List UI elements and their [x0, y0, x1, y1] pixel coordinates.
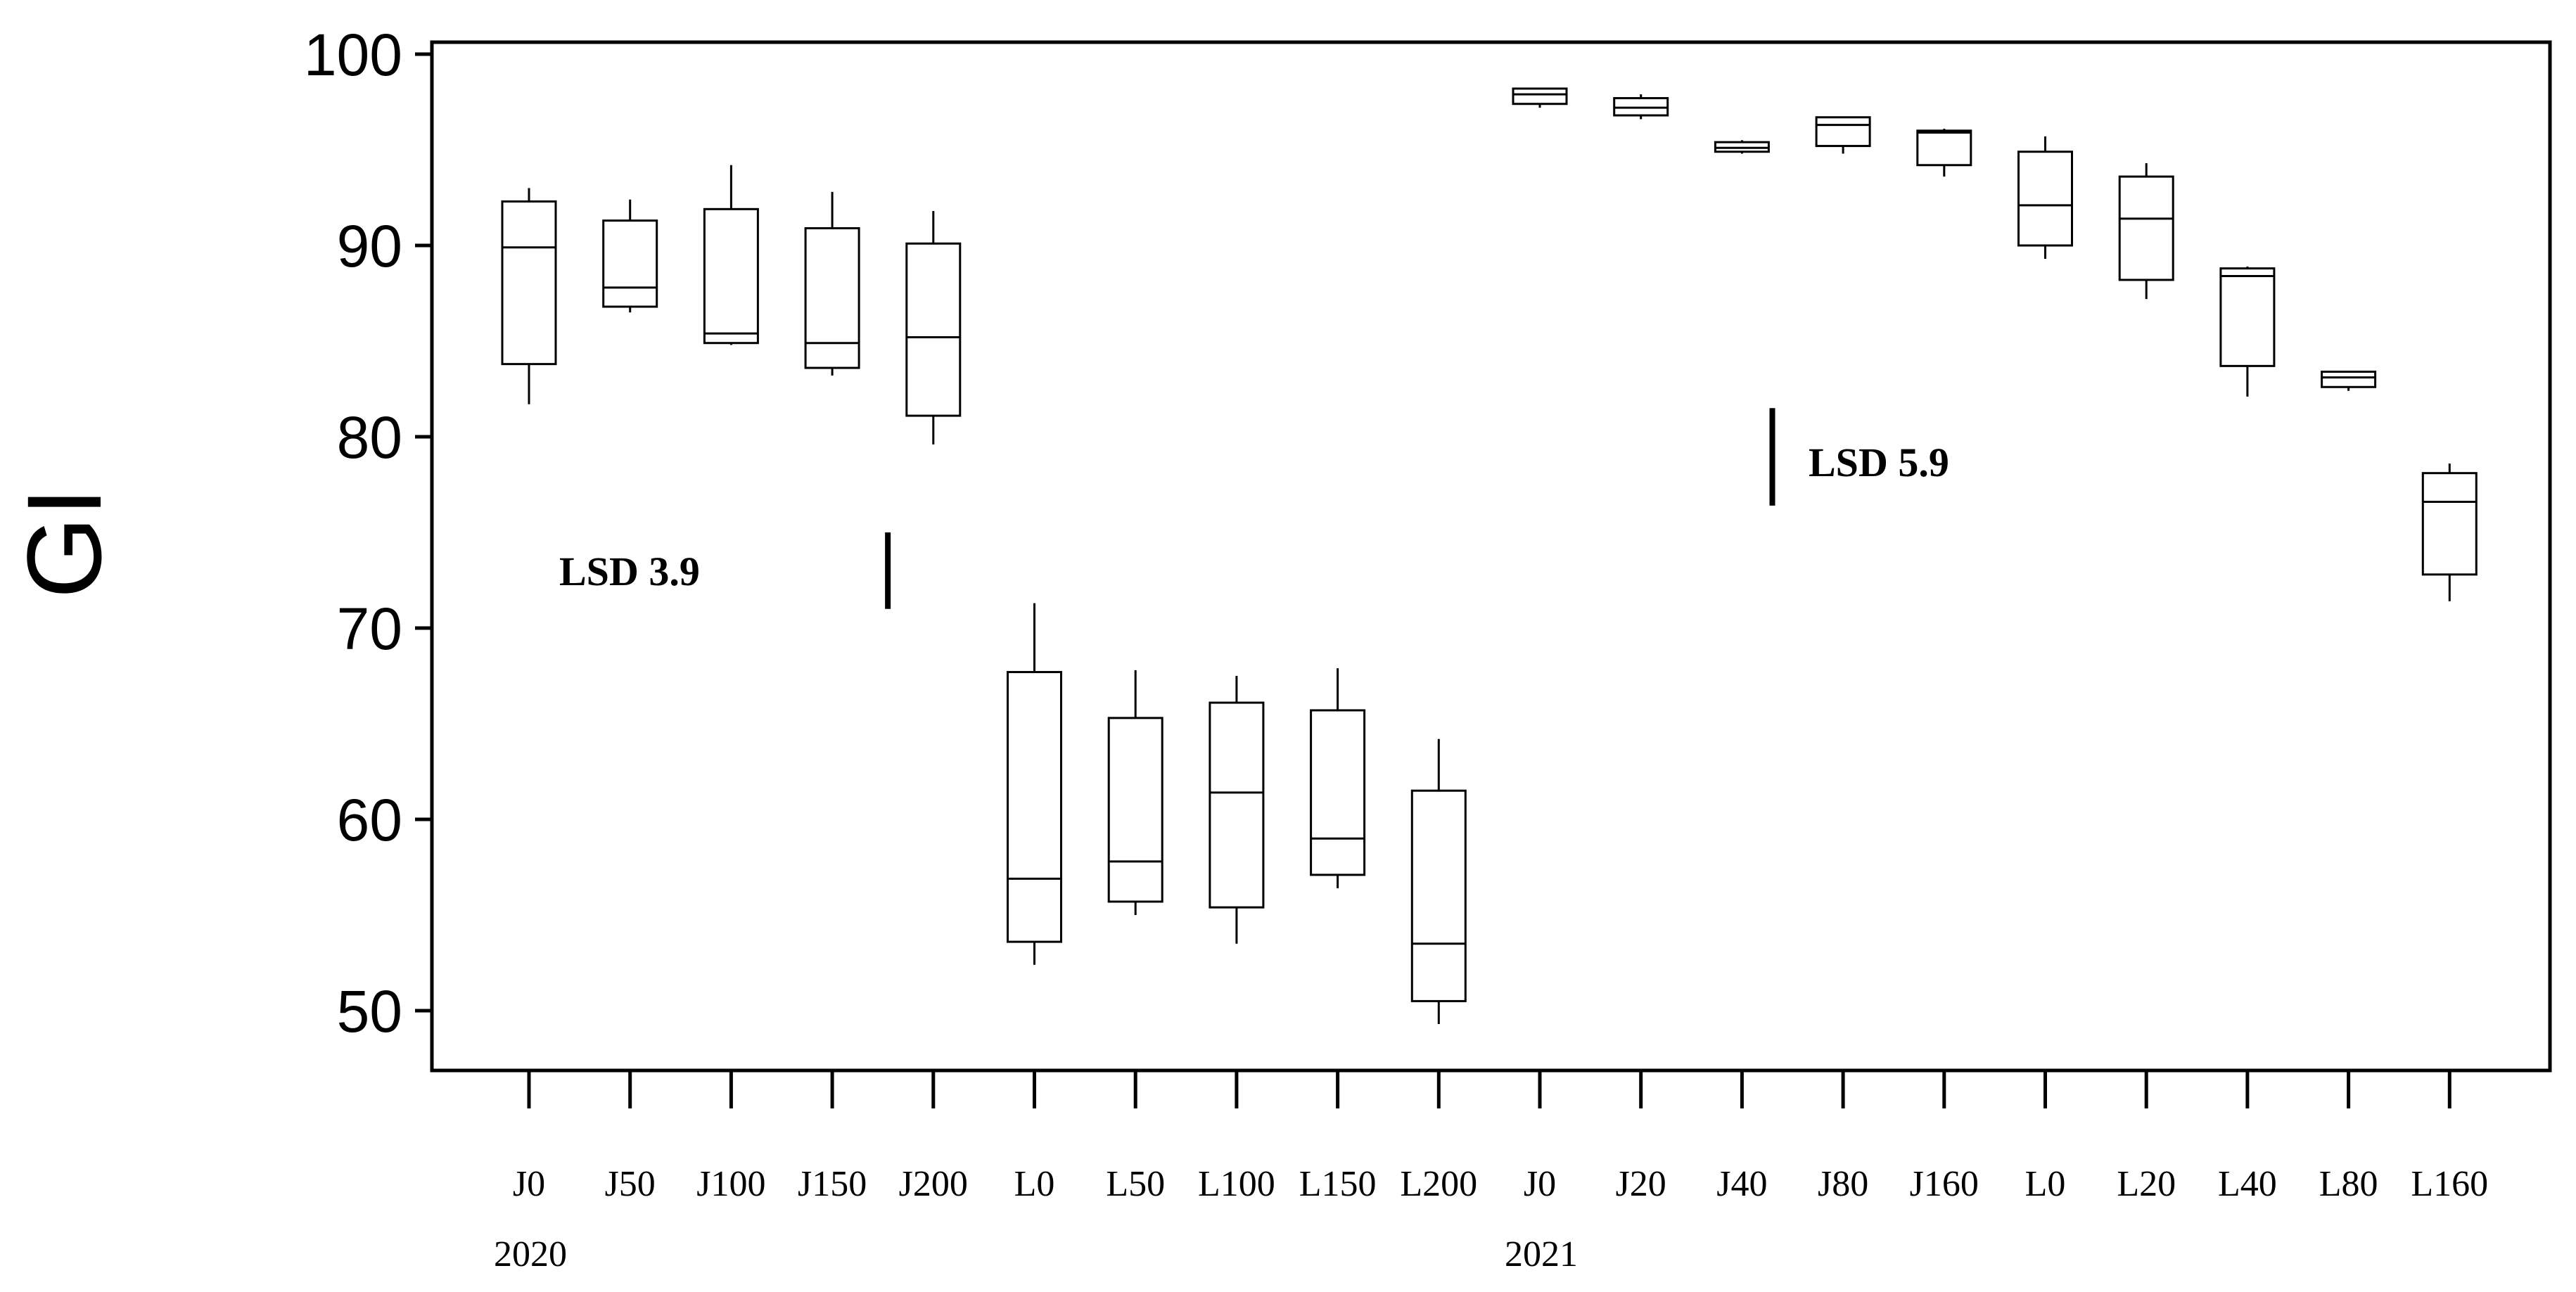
y-tick-label-2: 70	[337, 596, 402, 662]
y-tick-label-4: 90	[337, 213, 402, 279]
plot-frame	[430, 40, 2552, 1073]
x-tick-label-2: J100	[696, 1164, 765, 1204]
box-body	[703, 207, 759, 345]
x-tick-label-4: J200	[899, 1164, 968, 1204]
box-body	[2421, 472, 2478, 576]
box-body	[501, 200, 557, 366]
x-tick-label-9: L200	[1400, 1164, 1477, 1204]
y-tick-label-5: 100	[304, 22, 402, 88]
x-tick-label-13: J80	[1818, 1164, 1868, 1204]
box-10	[1512, 87, 1568, 108]
box-body	[1107, 717, 1163, 903]
x-tick-label-8: L150	[1299, 1164, 1377, 1204]
box-body	[2118, 175, 2174, 281]
lsd-annotations: LSD 3.9 LSD 5.9	[559, 408, 1949, 609]
x-axis: J0 J50 J100 J150 J200 L0 L50 L100 L150 L200 J0 J20 J…	[513, 1070, 2488, 1204]
box-body	[2017, 151, 2073, 247]
box-18	[2321, 371, 2377, 391]
box-body	[804, 227, 860, 369]
x-tick-label-7: L100	[1198, 1164, 1275, 1204]
y-axis: 50 60 70 80 90 100	[304, 22, 432, 1044]
group-label-1: 2021	[1505, 1234, 1578, 1274]
x-tick-label-0: J0	[513, 1164, 545, 1204]
y-tick-label-1: 60	[337, 787, 402, 853]
box-body	[1310, 709, 1366, 876]
box-body	[1209, 701, 1265, 909]
x-tick-label-5: L0	[1014, 1164, 1055, 1204]
box-19	[2421, 463, 2478, 601]
x-tick-label-10: J0	[1524, 1164, 1556, 1204]
box-body	[905, 242, 962, 417]
box-5	[1007, 603, 1062, 965]
box-body	[1410, 789, 1467, 1002]
box-1	[602, 199, 658, 313]
x-tick-label-12: J40	[1716, 1164, 1767, 1204]
lsd-label-1: LSD 5.9	[1809, 440, 1949, 485]
box-body	[2321, 371, 2377, 388]
box-body	[602, 219, 658, 308]
x-tick-label-1: J50	[605, 1164, 656, 1204]
x-tick-label-15: L0	[2025, 1164, 2066, 1204]
group-labels: 2020 2021	[494, 1234, 1578, 1274]
box-11	[1613, 94, 1669, 120]
box-body	[1815, 116, 1871, 148]
box-3	[804, 191, 860, 376]
box-body	[1916, 129, 1972, 167]
x-tick-label-14: J160	[1910, 1164, 1979, 1204]
y-tick-label-0: 50	[337, 978, 402, 1044]
box-13	[1815, 116, 1871, 154]
box-4	[905, 211, 962, 444]
group-label-0: 2020	[494, 1234, 567, 1274]
x-tick-label-16: L20	[2117, 1164, 2176, 1204]
box-16	[2118, 163, 2174, 300]
x-tick-label-17: L40	[2218, 1164, 2277, 1204]
box-17	[2219, 266, 2276, 397]
box-15	[2017, 136, 2073, 260]
x-tick-label-6: L50	[1106, 1164, 1165, 1204]
box-body	[1007, 671, 1062, 943]
y-axis-label: GI	[5, 487, 123, 599]
x-tick-label-3: J150	[798, 1164, 867, 1204]
box-14	[1916, 129, 1972, 177]
box-layer	[501, 87, 2478, 1025]
box-7	[1209, 676, 1265, 944]
x-tick-label-11: J20	[1616, 1164, 1666, 1204]
box-body	[1512, 87, 1568, 105]
x-tick-label-19: L160	[2411, 1164, 2488, 1204]
y-tick-label-3: 80	[337, 404, 402, 471]
box-6	[1107, 670, 1163, 915]
box-body	[2219, 267, 2276, 367]
box-12	[1714, 140, 1770, 154]
box-9	[1410, 738, 1467, 1025]
lsd-label-0: LSD 3.9	[559, 549, 700, 594]
x-tick-label-18: L80	[2319, 1164, 2378, 1204]
box-0	[501, 188, 557, 404]
box-8	[1310, 668, 1366, 888]
box-2	[703, 165, 759, 345]
